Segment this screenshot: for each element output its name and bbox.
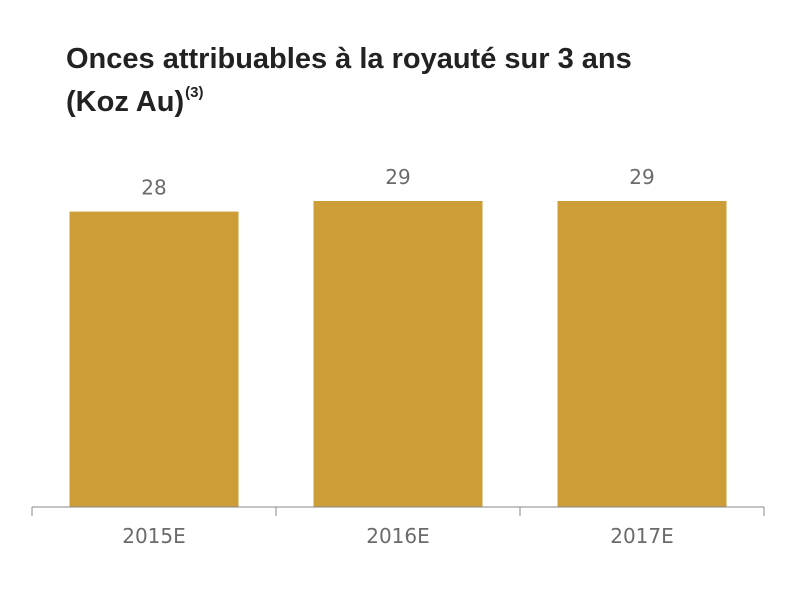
bar-2016e bbox=[313, 201, 483, 507]
bars-group bbox=[69, 201, 727, 507]
x-tick-label-2015e: 2015E bbox=[122, 524, 186, 548]
bar-2017e bbox=[557, 201, 727, 507]
x-tick-label-2017e: 2017E bbox=[610, 524, 674, 548]
bar-2015e bbox=[69, 211, 239, 507]
value-labels-group: 28 29 29 bbox=[141, 165, 654, 200]
data-label-2015e: 28 bbox=[141, 176, 166, 200]
x-tick-label-2016e: 2016E bbox=[366, 524, 430, 548]
data-label-2017e: 29 bbox=[629, 165, 654, 189]
x-tick-labels-group: 2015E 2016E 2017E bbox=[122, 524, 674, 548]
chart-title: Onces attribuables à la royauté sur 3 an… bbox=[66, 38, 766, 124]
data-label-2016e: 29 bbox=[385, 165, 410, 189]
chart-title-footnote: (3) bbox=[185, 84, 204, 101]
chart-title-main: Onces attribuables à la royauté sur 3 an… bbox=[66, 43, 632, 75]
chart-title-unit: (Koz Au) bbox=[66, 86, 185, 118]
x-axis bbox=[31, 506, 765, 516]
